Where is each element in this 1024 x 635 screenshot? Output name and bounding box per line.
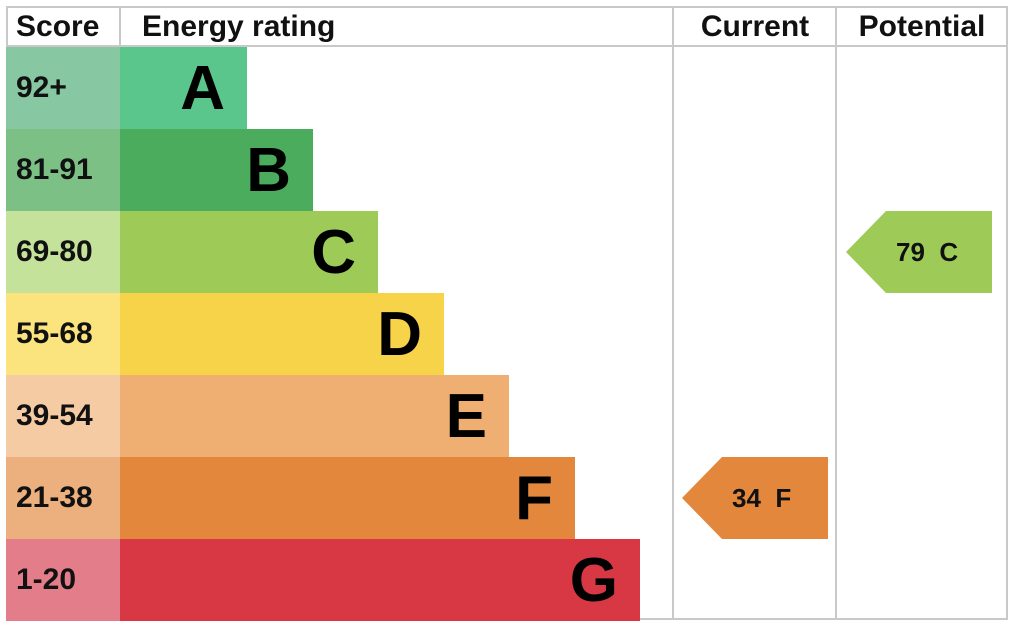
band-letter-b: B [246,136,291,205]
score-header: Score [16,10,100,43]
potential-arrow-shape [846,211,992,293]
rating-bar-f: F [120,457,575,539]
right-border [1006,6,1008,620]
current-arrow-shape [682,457,828,539]
score-column-divider [119,6,121,46]
score-range-e: 39-54 [6,375,120,457]
band-letter-e: E [445,382,487,451]
current-column-left-divider [672,6,674,620]
band-letter-g: G [569,546,618,615]
current-rating-arrow: 34 F [682,457,828,539]
band-letter-f: F [515,464,553,533]
rating-bar-d: D [120,293,444,375]
score-range-a: 92+ [6,47,120,129]
current-rating-label: 34 F [732,483,792,513]
current-header: Current [700,10,810,43]
score-range-b: 81-91 [6,129,120,211]
top-border [6,6,1008,8]
band-letter-d: D [377,300,422,369]
rating-bar-c: C [120,211,378,293]
band-letter-a: A [180,54,225,123]
potential-rating-arrow: 79 C [846,211,992,293]
potential-rating-label: 79 C [896,237,959,267]
current-column-right-divider [835,6,837,620]
current-arrow-polygon [682,457,828,539]
score-range-c: 69-80 [6,211,120,293]
potential-header: Potential [858,10,986,43]
potential-arrow-polygon [846,211,992,293]
header-divider [6,45,1008,47]
band-letter-c: C [311,218,356,287]
score-range-g: 1-20 [6,539,120,621]
rating-bar-a: A [120,47,247,129]
score-range-f: 21-38 [6,457,120,539]
rating-bar-b: B [120,129,313,211]
energy-rating-header: Energy rating [142,10,336,43]
rating-bar-e: E [120,375,509,457]
score-range-d: 55-68 [6,293,120,375]
rating-bar-g: G [120,539,640,621]
